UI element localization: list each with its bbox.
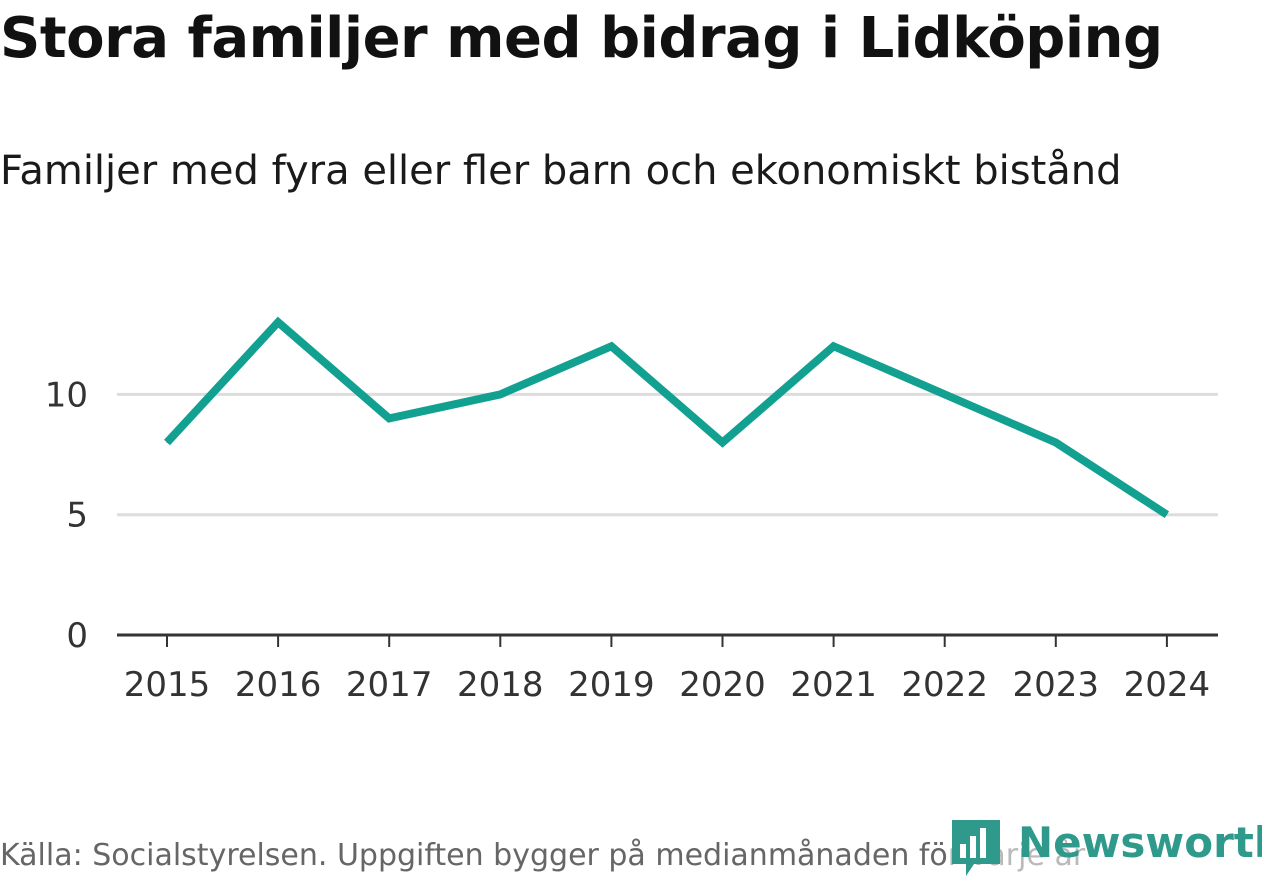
y-tick-label: 0: [66, 616, 88, 656]
data-point: [388, 417, 390, 419]
series-layer: [164, 316, 1170, 519]
data-point: [1055, 442, 1057, 443]
x-tick-label: 2024: [1124, 665, 1211, 705]
y-tick-label: 5: [66, 496, 88, 536]
data-point: [277, 321, 279, 323]
data-point: [944, 393, 946, 395]
axis-layer: 0 5 10 2015 2016 2017 2018 2019 2020 2021 2022 2023…: [45, 375, 1218, 705]
brand-name: Newsworthy: [1018, 818, 1262, 867]
x-tick-label: 2022: [901, 665, 988, 705]
source-note: Källa: Socialstyrelsen. Uppgiften bygger…: [0, 838, 1086, 873]
data-point: [499, 393, 501, 395]
chart-title: Stora familjer med bidrag i Lidköping: [0, 6, 1163, 71]
x-tick-label: 2020: [679, 665, 766, 705]
x-tick-label: 2023: [1013, 665, 1100, 705]
data-point: [833, 345, 835, 347]
x-tick-label: 2016: [235, 665, 322, 705]
data-point: [722, 442, 723, 443]
chart-subtitle: Familjer med fyra eller fler barn och ek…: [0, 148, 1122, 194]
bar-chart-speech-bubble-icon: [952, 820, 1000, 876]
series-line: [164, 316, 1170, 519]
data-point: [166, 442, 168, 443]
newsworthy-logo: Newsworthy: [950, 818, 1262, 878]
x-tick-label: 2018: [457, 665, 544, 705]
x-tick-label: 2017: [346, 665, 433, 705]
x-tick-label: 2021: [790, 665, 877, 705]
x-tick-label: 2019: [568, 665, 655, 705]
data-point: [1166, 514, 1168, 516]
grid-layer: [117, 392, 1218, 517]
data-point: [610, 345, 612, 347]
y-tick-label: 10: [45, 375, 88, 415]
x-tick-label: 2015: [124, 665, 211, 705]
